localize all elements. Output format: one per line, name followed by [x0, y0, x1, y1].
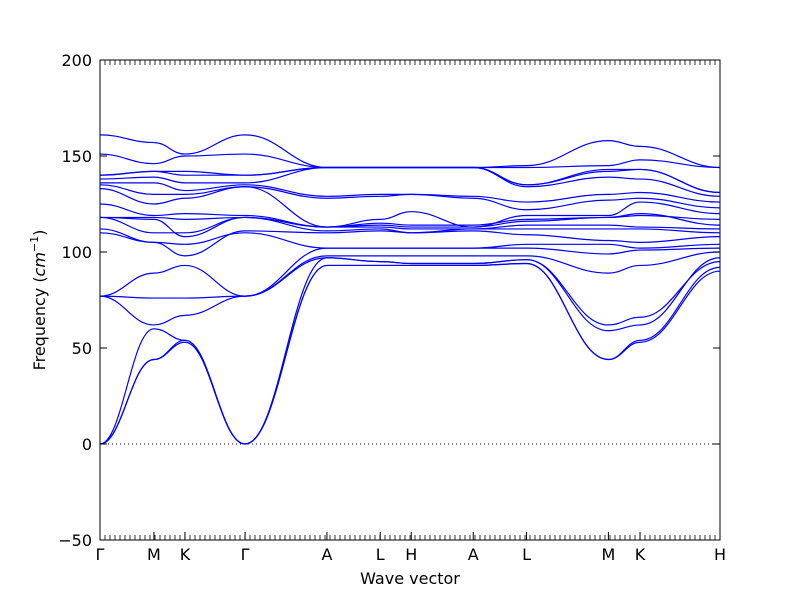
- band-line-14: [99, 184, 721, 211]
- band-line-8: [99, 228, 721, 257]
- band-line-10: [99, 216, 721, 238]
- x-tick-label: L: [522, 545, 531, 564]
- band-line-19: [99, 153, 721, 169]
- y-axis-label-exponent: −1: [28, 236, 41, 252]
- y-tick-label: 200: [61, 51, 92, 70]
- y-axis-label: Frequency (cm−1): [28, 230, 49, 371]
- bands-layer: [99, 134, 721, 445]
- y-axis-label-unit: cm: [30, 252, 49, 276]
- band-line-3: [99, 257, 721, 445]
- band-line-7: [99, 232, 721, 249]
- y-tick-label: 0: [82, 435, 92, 454]
- x-tick-label: H: [405, 545, 417, 564]
- y-axis-label-close: ): [30, 230, 49, 236]
- band-line-13: [99, 186, 721, 228]
- svg-text:Frequency (cm−1): Frequency (cm−1): [28, 230, 49, 371]
- plot-frame: [99, 59, 721, 541]
- x-tick-label: Γ: [96, 545, 105, 564]
- y-axis-label-main: Frequency (: [30, 276, 49, 370]
- x-tick-label: H: [714, 545, 726, 564]
- x-tick-label: L: [376, 545, 385, 564]
- x-tick-label: A: [321, 545, 332, 564]
- band-line-5: [99, 251, 721, 299]
- x-tick-label: A: [468, 545, 479, 564]
- y-tick-label: 100: [61, 243, 92, 262]
- y-tick-label: 150: [61, 147, 92, 166]
- band-line-12: [99, 203, 721, 228]
- band-line-1: [99, 262, 721, 445]
- band-line-9: [99, 216, 721, 234]
- x-tick-label: Γ: [241, 545, 250, 564]
- band-line-18: [99, 166, 721, 194]
- band-line-4: [99, 257, 721, 326]
- band-line-20: [99, 134, 721, 169]
- x-tick-label: K: [635, 545, 646, 564]
- y-tick-label: 50: [72, 339, 92, 358]
- band-line-2: [99, 262, 721, 445]
- y-tick-label: −50: [58, 531, 92, 550]
- x-axis-label: Wave vector: [360, 569, 460, 588]
- band-line-15: [100, 182, 721, 203]
- x-tick-label: M: [147, 545, 161, 564]
- x-tick-label: K: [180, 545, 191, 564]
- x-tick-label: M: [601, 545, 615, 564]
